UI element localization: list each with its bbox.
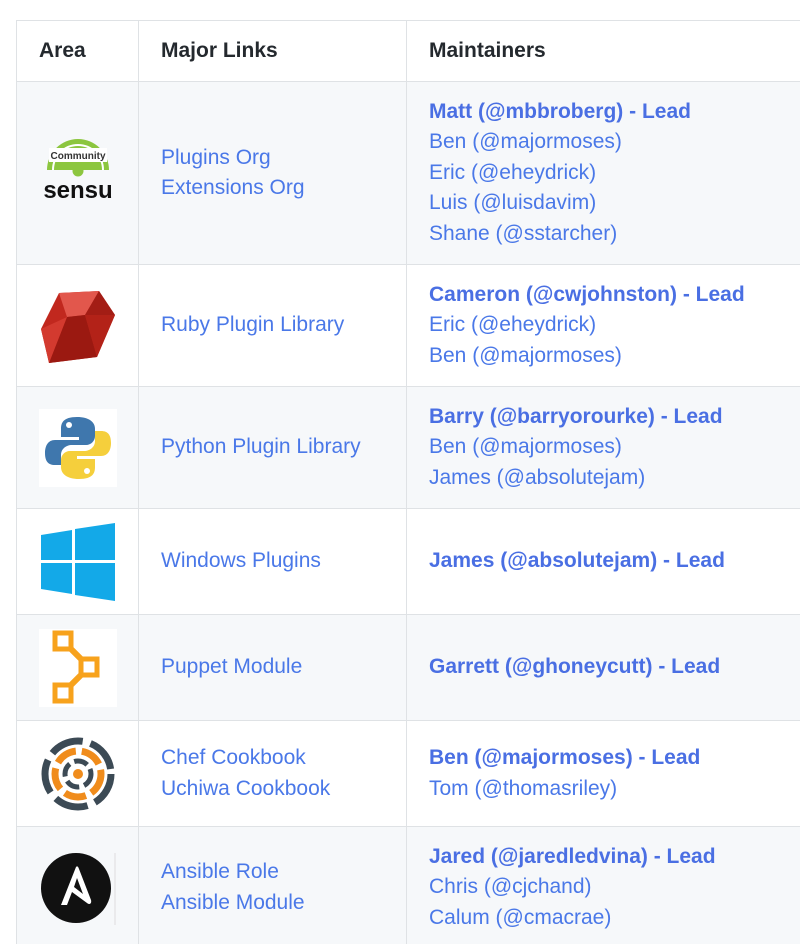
maintainer-lead-link[interactable]: Barry (@barryorourke) - Lead: [429, 404, 723, 428]
maintainer-link[interactable]: Eric (@eheydrick): [429, 313, 597, 337]
maintainers-cell: James (@absolutejam) - Lead: [406, 508, 800, 615]
links-cell: Ruby Plugin Library: [138, 264, 407, 387]
maintainers-cell: Garrett (@ghoneycutt) - Lead: [406, 614, 800, 721]
maintainer-link[interactable]: James (@absolutejam): [429, 465, 646, 489]
maintainer-link[interactable]: Ben (@majormoses): [429, 435, 622, 459]
area-cell: [16, 826, 139, 944]
maintainer-lead-link[interactable]: Ben (@majormoses) - Lead: [429, 746, 701, 769]
links-cell: Python Plugin Library: [138, 386, 407, 509]
table-row: Community sensu Plugins Org Extensions O…: [16, 81, 800, 265]
area-cell: [16, 264, 139, 387]
links-cell: Plugins Org Extensions Org: [138, 81, 407, 265]
windows-logo-icon: [39, 522, 117, 601]
table-row: Ansible Role Ansible Module Jared (@jare…: [16, 826, 800, 944]
ansible-logo-icon: [39, 849, 117, 927]
link-puppet-module[interactable]: Puppet Module: [161, 655, 303, 679]
area-cell: [16, 614, 139, 721]
maintainers-cell: Ben (@majormoses) - Lead Tom (@thomasril…: [406, 720, 800, 827]
area-cell: [16, 508, 139, 615]
maintainers-cell: Matt (@mbbroberg) - Lead Ben (@majormose…: [406, 81, 800, 265]
links-cell: Ansible Role Ansible Module: [138, 826, 407, 944]
link-ansible-module[interactable]: Ansible Module: [161, 890, 305, 914]
maintainer-link[interactable]: Shane (@sstarcher): [429, 221, 618, 245]
maintainer-link[interactable]: Ben (@majormoses): [429, 343, 622, 367]
link-ansible-role[interactable]: Ansible Role: [161, 860, 279, 883]
maintainers-cell: Barry (@barryorourke) - Lead Ben (@major…: [406, 386, 800, 509]
sensu-logo-top-text: Community: [51, 151, 106, 162]
maintainer-link[interactable]: Ben (@majormoses): [429, 130, 622, 154]
table-row: Python Plugin Library Barry (@barryorour…: [16, 386, 800, 509]
python-logo-icon: [39, 408, 117, 487]
chef-logo-icon: [39, 735, 117, 813]
table-row: Puppet Module Garrett (@ghoneycutt) - Le…: [16, 614, 800, 721]
sensu-logo-main-text: sensu: [43, 177, 112, 204]
link-uchiwa-cookbook[interactable]: Uchiwa Cookbook: [161, 776, 331, 800]
table-row: Chef Cookbook Uchiwa Cookbook Ben (@majo…: [16, 720, 800, 827]
puppet-logo-icon: [39, 628, 117, 707]
ruby-logo-icon: [39, 287, 117, 365]
maintainer-link[interactable]: Chris (@cjchand): [429, 875, 592, 899]
header-area: Area: [16, 20, 139, 82]
links-cell: Windows Plugins: [138, 508, 407, 615]
maintainer-lead-link[interactable]: Matt (@mbbroberg) - Lead: [429, 99, 691, 123]
maintainer-link[interactable]: Tom (@thomasriley): [429, 776, 618, 800]
link-windows-plugins[interactable]: Windows Plugins: [161, 549, 321, 573]
maintainer-lead-link[interactable]: Cameron (@cwjohnston) - Lead: [429, 282, 745, 306]
area-cell: [16, 386, 139, 509]
area-cell: [16, 720, 139, 827]
maintainers-table: Area Major Links Maintainers Community s…: [16, 20, 800, 944]
maintainer-lead-link[interactable]: Jared (@jaredledvina) - Lead: [429, 844, 716, 868]
table-row: Windows Plugins James (@absolutejam) - L…: [16, 508, 800, 615]
link-ruby-plugin-library[interactable]: Ruby Plugin Library: [161, 313, 345, 337]
maintainer-lead-link[interactable]: Garrett (@ghoneycutt) - Lead: [429, 655, 721, 679]
maintainer-link[interactable]: Eric (@eheydrick): [429, 160, 597, 184]
links-cell: Puppet Module: [138, 614, 407, 721]
header-maintainers: Maintainers: [406, 20, 800, 82]
link-chef-cookbook[interactable]: Chef Cookbook: [161, 746, 306, 769]
header-major-links: Major Links: [138, 20, 407, 82]
link-plugins-org[interactable]: Plugins Org: [161, 145, 271, 169]
area-cell: Community sensu: [16, 81, 139, 265]
maintainer-lead-link[interactable]: James (@absolutejam) - Lead: [429, 549, 725, 573]
maintainers-cell: Jared (@jaredledvina) - Lead Chris (@cjc…: [406, 826, 800, 944]
table-header-row: Area Major Links Maintainers: [16, 20, 800, 82]
links-cell: Chef Cookbook Uchiwa Cookbook: [138, 720, 407, 827]
link-extensions-org[interactable]: Extensions Org: [161, 176, 305, 199]
maintainer-link[interactable]: Calum (@cmacrae): [429, 905, 612, 929]
link-python-plugin-library[interactable]: Python Plugin Library: [161, 435, 361, 459]
maintainer-link[interactable]: Luis (@luisdavim): [429, 191, 597, 215]
table-row: Ruby Plugin Library Cameron (@cwjohnston…: [16, 264, 800, 387]
maintainers-cell: Cameron (@cwjohnston) - Lead Eric (@ehey…: [406, 264, 800, 387]
sensu-community-logo-icon: Community sensu: [39, 134, 117, 212]
